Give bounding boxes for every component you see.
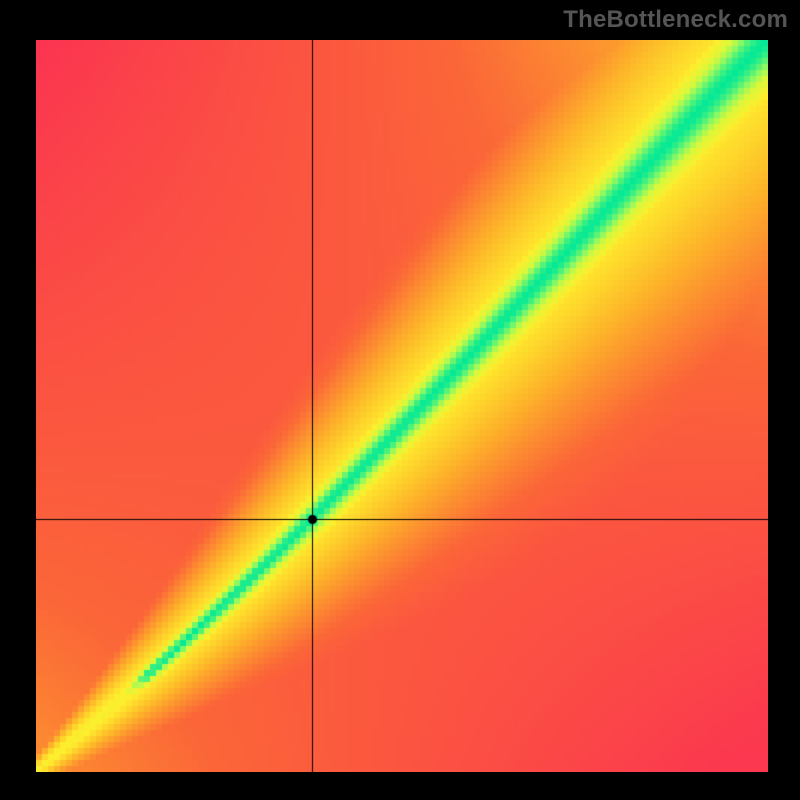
chart-container: { "canvas": { "width": 800, "height": 80… — [0, 0, 800, 800]
bottleneck-heatmap — [36, 40, 768, 772]
watermark-text: TheBottleneck.com — [563, 6, 788, 34]
